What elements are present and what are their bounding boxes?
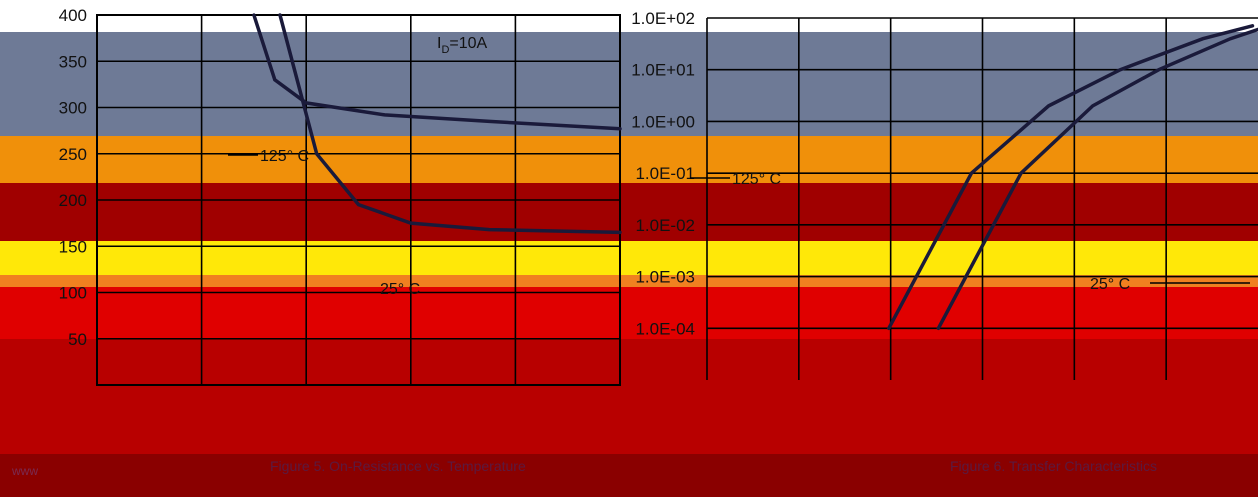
- y-tick-label-4: 1.0E-02: [635, 216, 695, 235]
- background-band-maroon: [0, 183, 1258, 241]
- annotation-125c: 125° C: [732, 171, 781, 188]
- y-tick-label-2: 300: [59, 99, 87, 118]
- y-tick-label-5: 1.0E-03: [635, 268, 695, 287]
- figure-caption-right: Figure 6. Transfer Characteristics: [950, 458, 1157, 474]
- background-band-red: [0, 287, 1258, 339]
- annotation-25c: 25° C: [380, 281, 420, 298]
- background-band-bottom: [0, 454, 1258, 497]
- background-band-orange-thin: [0, 275, 1258, 287]
- background-band-slate: [0, 32, 1258, 136]
- y-tick-label-6: 1.0E-04: [635, 319, 695, 338]
- y-tick-label-1: 1.0E+01: [631, 61, 695, 80]
- corner-text: www: [12, 464, 38, 478]
- y-tick-label-0: 1.0E+02: [631, 9, 695, 28]
- figure-caption-left: Figure 5. On-Resistance vs. Temperature: [270, 458, 526, 474]
- y-tick-label-7: 50: [68, 330, 87, 349]
- background-band-orange: [0, 136, 1258, 183]
- series-line-1: [936, 27, 1258, 331]
- series-line-0: [252, 13, 622, 131]
- y-tick-label-1: 350: [59, 52, 87, 71]
- y-tick-label-4: 200: [59, 191, 87, 210]
- background-band-dark-red: [0, 339, 1258, 454]
- y-tick-label-3: 250: [59, 145, 87, 164]
- y-tick-label-0: 400: [59, 6, 87, 25]
- plot-frame: [96, 14, 621, 386]
- y-tick-label-6: 100: [59, 284, 87, 303]
- transfer-characteristics-chart: 1.0E+02 1.0E+01 1.0E+00 1.0E-01 1.0E-02 1.0E-…: [631, 9, 1258, 380]
- annotation-125c: 125° C: [260, 148, 309, 165]
- y-tick-label-3: 1.0E-01: [635, 164, 695, 183]
- on-resistance-chart: 400 350 300 250 200 150 100 50 ID=10A 125° C 25° C: [59, 6, 622, 386]
- series-line-0: [887, 24, 1255, 331]
- series-line-1: [278, 13, 622, 235]
- y-tick-label-5: 150: [59, 237, 87, 256]
- y-tick-label-2: 1.0E+00: [631, 112, 695, 131]
- annotation-25c: 25° C: [1090, 276, 1130, 293]
- annotation-id: ID=10A: [437, 35, 488, 56]
